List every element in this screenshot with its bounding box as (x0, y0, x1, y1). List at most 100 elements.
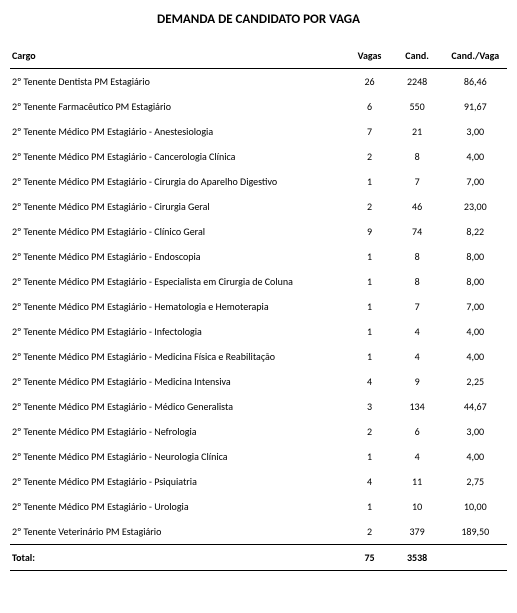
cell-cargo: 2º Tenente Médico PM Estagiário - Medici… (10, 369, 348, 394)
cell-cargo: 2º Tenente Médico PM Estagiário - Infect… (10, 319, 348, 344)
table-row: 2º Tenente Médico PM Estagiário - Cancer… (10, 144, 507, 169)
cell-vagas: 2 (348, 194, 390, 219)
cell-cand: 8 (391, 244, 444, 269)
total-cand: 3538 (391, 545, 444, 571)
cell-cand: 6 (391, 419, 444, 444)
cell-vagas: 2 (348, 419, 390, 444)
cell-cargo: 2º Tenente Médico PM Estagiário - Nefrol… (10, 419, 348, 444)
page-title: DEMANDA DE CANDIDATO POR VAGA (10, 12, 507, 27)
cell-cand: 4 (391, 444, 444, 469)
cell-cand: 10 (391, 494, 444, 519)
cell-ratio: 4,00 (444, 319, 507, 344)
cell-cargo: 2º Tenente Médico PM Estagiário - Urolog… (10, 494, 348, 519)
cell-cargo: 2º Tenente Médico PM Estagiário - Psiqui… (10, 469, 348, 494)
cell-vagas: 2 (348, 519, 390, 545)
cell-cand: 74 (391, 219, 444, 244)
cell-cargo: 2º Tenente Dentista PM Estagiário (10, 69, 348, 95)
cell-cand: 550 (391, 94, 444, 119)
cell-cargo: 2º Tenente Médico PM Estagiário - Neurol… (10, 444, 348, 469)
cell-ratio: 23,00 (444, 194, 507, 219)
cell-vagas: 1 (348, 444, 390, 469)
table-row: 2º Tenente Dentista PM Estagiário2622488… (10, 69, 507, 95)
cell-vagas: 7 (348, 119, 390, 144)
cell-cargo: 2º Tenente Veterinário PM Estagiário (10, 519, 348, 545)
table-row: 2º Tenente Médico PM Estagiário - Cirurg… (10, 194, 507, 219)
cell-vagas: 6 (348, 94, 390, 119)
cell-ratio: 4,00 (444, 444, 507, 469)
table-row: 2º Tenente Médico PM Estagiário - Médico… (10, 394, 507, 419)
cell-ratio: 10,00 (444, 494, 507, 519)
cell-cand: 8 (391, 269, 444, 294)
cell-ratio: 3,00 (444, 419, 507, 444)
cell-cand: 46 (391, 194, 444, 219)
col-header-ratio: Cand./Vaga (444, 45, 507, 69)
table-row: 2º Tenente Médico PM Estagiário - Aneste… (10, 119, 507, 144)
cell-ratio: 91,67 (444, 94, 507, 119)
cell-ratio: 8,00 (444, 244, 507, 269)
table-row: 2º Tenente Veterinário PM Estagiário2379… (10, 519, 507, 545)
cell-cargo: 2º Tenente Médico PM Estagiário - Cancer… (10, 144, 348, 169)
table-row: 2º Tenente Médico PM Estagiário - Psiqui… (10, 469, 507, 494)
table-row: 2º Tenente Médico PM Estagiário - Medici… (10, 344, 507, 369)
cell-cargo: 2º Tenente Médico PM Estagiário - Clínic… (10, 219, 348, 244)
cell-cargo: 2º Tenente Médico PM Estagiário - Especi… (10, 269, 348, 294)
cell-ratio: 2,75 (444, 469, 507, 494)
cell-ratio: 86,46 (444, 69, 507, 95)
table-row: 2º Tenente Médico PM Estagiário - Medici… (10, 369, 507, 394)
table-row: 2º Tenente Médico PM Estagiário - Endosc… (10, 244, 507, 269)
col-header-cand: Cand. (391, 45, 444, 69)
total-label: Total: (10, 545, 348, 571)
cell-vagas: 1 (348, 269, 390, 294)
table-row: 2º Tenente Médico PM Estagiário - Urolog… (10, 494, 507, 519)
cell-vagas: 9 (348, 219, 390, 244)
cell-cargo: 2º Tenente Médico PM Estagiário - Aneste… (10, 119, 348, 144)
cell-vagas: 1 (348, 169, 390, 194)
cell-cand: 8 (391, 144, 444, 169)
cell-ratio: 4,00 (444, 344, 507, 369)
cell-cand: 4 (391, 319, 444, 344)
cell-ratio: 44,67 (444, 394, 507, 419)
table-row: 2º Tenente Médico PM Estagiário - Especi… (10, 269, 507, 294)
cell-vagas: 1 (348, 294, 390, 319)
cell-ratio: 7,00 (444, 169, 507, 194)
total-vagas: 75 (348, 545, 390, 571)
cell-cand: 7 (391, 169, 444, 194)
cell-cargo: 2º Tenente Médico PM Estagiário - Médico… (10, 394, 348, 419)
table-row: 2º Tenente Médico PM Estagiário - Cirurg… (10, 169, 507, 194)
table-row: 2º Tenente Médico PM Estagiário - Hemato… (10, 294, 507, 319)
table-total-row: Total: 75 3538 (10, 545, 507, 571)
cell-cargo: 2º Tenente Médico PM Estagiário - Cirurg… (10, 194, 348, 219)
cell-vagas: 1 (348, 494, 390, 519)
col-header-cargo: Cargo (10, 45, 348, 69)
cell-ratio: 7,00 (444, 294, 507, 319)
cell-cargo: 2º Tenente Médico PM Estagiário - Medici… (10, 344, 348, 369)
cell-cargo: 2º Tenente Farmacêutico PM Estagiário (10, 94, 348, 119)
cell-cand: 11 (391, 469, 444, 494)
cell-ratio: 4,00 (444, 144, 507, 169)
cell-cand: 9 (391, 369, 444, 394)
cell-ratio: 189,50 (444, 519, 507, 545)
cell-vagas: 4 (348, 469, 390, 494)
cell-ratio: 3,00 (444, 119, 507, 144)
cell-vagas: 1 (348, 344, 390, 369)
col-header-vagas: Vagas (348, 45, 390, 69)
cell-cand: 7 (391, 294, 444, 319)
cell-cand: 2248 (391, 69, 444, 95)
table-row: 2º Tenente Farmacêutico PM Estagiário655… (10, 94, 507, 119)
table-row: 2º Tenente Médico PM Estagiário - Neurol… (10, 444, 507, 469)
table-row: 2º Tenente Médico PM Estagiário - Clínic… (10, 219, 507, 244)
cell-vagas: 2 (348, 144, 390, 169)
cell-cand: 21 (391, 119, 444, 144)
cell-vagas: 3 (348, 394, 390, 419)
cell-cand: 134 (391, 394, 444, 419)
total-ratio (444, 545, 507, 571)
cell-vagas: 4 (348, 369, 390, 394)
candidates-table: Cargo Vagas Cand. Cand./Vaga 2º Tenente … (10, 45, 507, 571)
page: DEMANDA DE CANDIDATO POR VAGA Cargo Vaga… (0, 0, 517, 581)
cell-cargo: 2º Tenente Médico PM Estagiário - Endosc… (10, 244, 348, 269)
cell-cand: 4 (391, 344, 444, 369)
cell-vagas: 26 (348, 69, 390, 95)
table-row: 2º Tenente Médico PM Estagiário - Nefrol… (10, 419, 507, 444)
cell-vagas: 1 (348, 244, 390, 269)
cell-vagas: 1 (348, 319, 390, 344)
